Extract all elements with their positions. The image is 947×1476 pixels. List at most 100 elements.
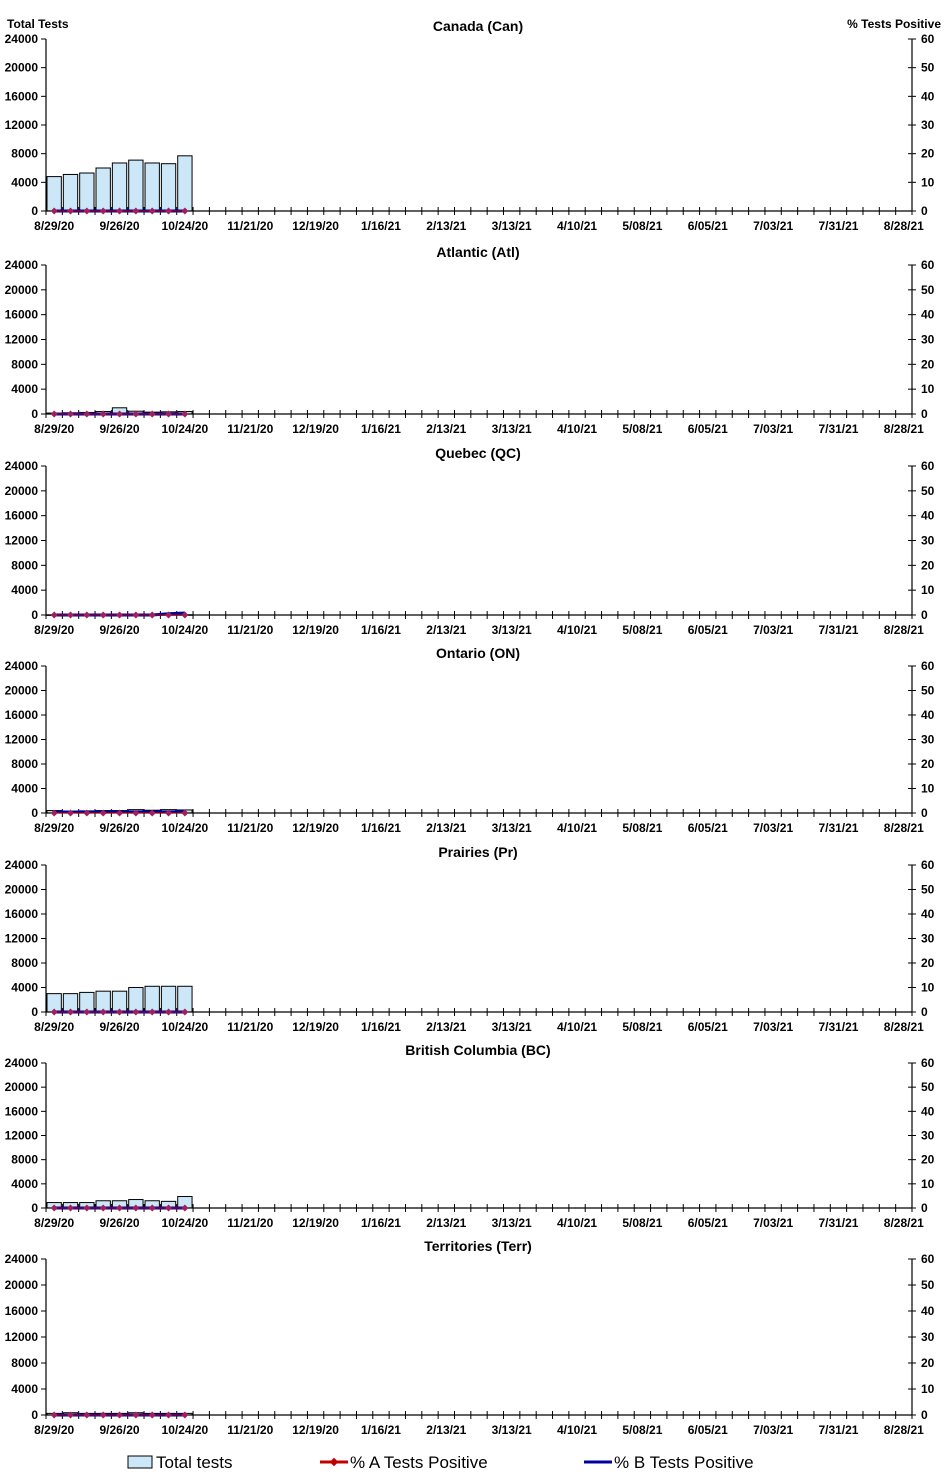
x-tick-label: 2/13/21 xyxy=(426,1423,466,1437)
y2-tick-label: 20 xyxy=(921,1153,935,1167)
y-tick-label: 24000 xyxy=(5,1056,39,1070)
x-tick-label: 12/19/20 xyxy=(292,219,339,233)
y-tick-label: 16000 xyxy=(5,89,39,103)
marker-a-icon xyxy=(181,207,189,215)
y-tick-label: 8000 xyxy=(11,147,38,161)
left-axis-title: Total Tests xyxy=(7,17,69,31)
x-tick-label: 3/13/21 xyxy=(492,422,532,436)
x-tick-label: 3/13/21 xyxy=(492,1020,532,1034)
x-tick-label: 4/10/21 xyxy=(557,1216,597,1230)
y-tick-label: 12000 xyxy=(5,534,39,548)
y2-tick-label: 10 xyxy=(921,382,935,396)
y-tick-label: 16000 xyxy=(5,907,39,921)
y2-tick-label: 0 xyxy=(921,1201,928,1215)
x-tick-label: 7/31/21 xyxy=(818,623,858,637)
y2-tick-label: 50 xyxy=(921,1278,935,1292)
marker-a-icon xyxy=(132,1008,140,1016)
y2-tick-label: 20 xyxy=(921,357,935,371)
y2-tick-label: 20 xyxy=(921,147,935,161)
marker-a-icon xyxy=(83,611,91,619)
x-tick-label: 7/31/21 xyxy=(818,1216,858,1230)
x-tick-label: 9/26/20 xyxy=(100,1020,140,1034)
panel-title: British Columbia (BC) xyxy=(405,1042,550,1058)
y2-tick-label: 60 xyxy=(921,258,935,272)
x-tick-label: 7/31/21 xyxy=(818,821,858,835)
panels: Canada (Can)0400080001200016000200002400… xyxy=(5,18,935,1437)
marker-a-icon xyxy=(66,611,75,619)
x-tick-label: 12/19/20 xyxy=(292,1423,339,1437)
y2-tick-label: 50 xyxy=(921,1080,935,1094)
marker-a-icon xyxy=(165,410,173,418)
marker-a-icon xyxy=(165,1008,173,1016)
x-tick-label: 8/28/21 xyxy=(884,1020,924,1034)
x-tick-label: 4/10/21 xyxy=(557,821,597,835)
y-tick-label: 12000 xyxy=(5,932,39,946)
x-tick-label: 9/26/20 xyxy=(100,1216,140,1230)
y-tick-label: 16000 xyxy=(5,509,39,523)
y2-tick-label: 60 xyxy=(921,659,935,673)
x-tick-label: 4/10/21 xyxy=(557,219,597,233)
marker-a-icon xyxy=(99,1008,107,1016)
legend-item-total-tests: Total tests xyxy=(127,1453,233,1472)
y-tick-label: 12000 xyxy=(5,733,39,747)
x-tick-label: 1/16/21 xyxy=(361,1020,401,1034)
x-tick-label: 8/29/20 xyxy=(34,623,74,637)
legend-item-b-positive: % B Tests Positive xyxy=(584,1453,754,1472)
x-tick-label: 7/31/21 xyxy=(818,219,858,233)
y2-tick-label: 60 xyxy=(921,32,935,46)
x-tick-label: 5/08/21 xyxy=(622,623,662,637)
bar xyxy=(144,162,160,212)
y2-tick-label: 50 xyxy=(921,283,935,297)
y2-tick-label: 20 xyxy=(921,956,935,970)
marker-a-icon xyxy=(115,809,124,817)
marker-a-icon xyxy=(181,809,189,817)
marker-a-icon xyxy=(181,410,189,418)
bar xyxy=(79,172,95,212)
bar xyxy=(111,162,128,212)
y2-tick-label: 30 xyxy=(921,1129,935,1143)
y2-tick-label: 20 xyxy=(921,1356,935,1370)
marker-a-icon xyxy=(165,1411,173,1419)
y2-tick-label: 30 xyxy=(921,932,935,946)
y-tick-label: 8000 xyxy=(11,357,38,371)
y-tick-label: 8000 xyxy=(11,1356,38,1370)
y-tick-label: 24000 xyxy=(5,459,39,473)
y2-tick-label: 50 xyxy=(921,883,935,897)
y-tick-label: 16000 xyxy=(5,308,39,322)
y2-tick-label: 10 xyxy=(921,981,935,995)
y-tick-label: 0 xyxy=(31,1408,38,1422)
marker-a-icon xyxy=(165,611,173,619)
y2-tick-label: 40 xyxy=(921,89,935,103)
marker-a-icon xyxy=(99,207,107,215)
y2-tick-label: 40 xyxy=(921,907,935,921)
x-tick-label: 3/13/21 xyxy=(492,623,532,637)
x-tick-label: 4/10/21 xyxy=(557,623,597,637)
x-tick-label: 2/13/21 xyxy=(426,821,466,835)
y-tick-label: 12000 xyxy=(5,1129,39,1143)
y-tick-label: 4000 xyxy=(11,583,38,597)
y2-tick-label: 0 xyxy=(921,1005,928,1019)
marker-a-icon xyxy=(148,809,156,817)
y2-tick-label: 40 xyxy=(921,1304,935,1318)
x-tick-label: 8/28/21 xyxy=(884,1216,924,1230)
y-tick-label: 20000 xyxy=(5,883,39,897)
y-tick-label: 0 xyxy=(31,608,38,622)
marker-a-icon xyxy=(148,207,156,215)
y2-tick-label: 40 xyxy=(921,509,935,523)
bar xyxy=(160,163,177,212)
x-tick-label: 7/03/21 xyxy=(753,1423,793,1437)
x-tick-label: 8/28/21 xyxy=(884,219,924,233)
y-tick-label: 4000 xyxy=(11,1177,38,1191)
y2-tick-label: 10 xyxy=(921,1177,935,1191)
x-tick-label: 8/29/20 xyxy=(34,1216,74,1230)
marker-a-icon xyxy=(148,1008,156,1016)
x-tick-label: 2/13/21 xyxy=(426,422,466,436)
y-tick-label: 8000 xyxy=(11,1153,38,1167)
y-tick-label: 24000 xyxy=(5,659,39,673)
x-tick-label: 10/24/20 xyxy=(162,422,209,436)
marker-a-icon xyxy=(83,207,91,215)
x-tick-label: 1/16/21 xyxy=(361,623,401,637)
marker-a-icon xyxy=(115,207,124,215)
y2-tick-label: 10 xyxy=(921,583,935,597)
